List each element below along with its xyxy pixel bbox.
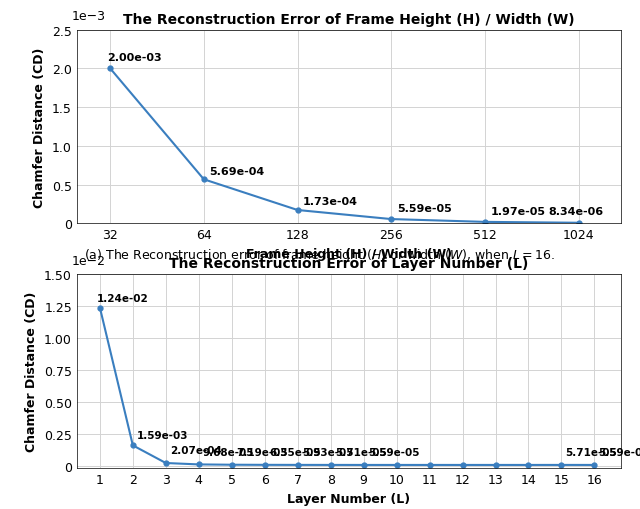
Title: The Reconstruction Error of Layer Number (L): The Reconstruction Error of Layer Number… <box>169 257 529 271</box>
Text: 5.93e-05: 5.93e-05 <box>302 447 353 457</box>
X-axis label: Layer Number (L): Layer Number (L) <box>287 492 410 504</box>
Title: The Reconstruction Error of Frame Height (H) / Width (W): The Reconstruction Error of Frame Height… <box>123 13 575 26</box>
Text: 5.59e-05: 5.59e-05 <box>598 447 640 457</box>
Text: 5.71e-05: 5.71e-05 <box>335 447 387 457</box>
Text: 8.34e-06: 8.34e-06 <box>548 207 603 217</box>
Text: 5.71e-05: 5.71e-05 <box>566 447 618 457</box>
Y-axis label: Chamfer Distance (CD): Chamfer Distance (CD) <box>33 47 46 207</box>
Text: 7.19e-05: 7.19e-05 <box>236 447 287 457</box>
Text: (a) The Reconstruction error of frame height ($H$) or width ($W$), when $L = 16$: (a) The Reconstruction error of frame he… <box>84 247 556 264</box>
Text: 6.35e-05: 6.35e-05 <box>269 447 321 457</box>
Text: 5.59e-05: 5.59e-05 <box>397 203 451 213</box>
Text: 9.68e-05: 9.68e-05 <box>203 447 255 457</box>
X-axis label: Frame Height (H) / Width (W): Frame Height (H) / Width (W) <box>246 247 452 260</box>
Text: 2.00e-03: 2.00e-03 <box>108 53 162 63</box>
Text: 1e−2: 1e−2 <box>72 254 106 267</box>
Text: 2.07e-04: 2.07e-04 <box>170 445 222 456</box>
Y-axis label: Chamfer Distance (CD): Chamfer Distance (CD) <box>26 292 38 451</box>
Text: 1.59e-03: 1.59e-03 <box>137 431 189 441</box>
Text: 5.69e-04: 5.69e-04 <box>209 166 265 177</box>
Text: 1.97e-05: 1.97e-05 <box>490 206 545 216</box>
Text: 1.24e-02: 1.24e-02 <box>97 293 149 303</box>
Text: 5.59e-05: 5.59e-05 <box>368 447 419 457</box>
Text: 1e−3: 1e−3 <box>72 10 106 23</box>
Text: 1.73e-04: 1.73e-04 <box>303 197 358 207</box>
